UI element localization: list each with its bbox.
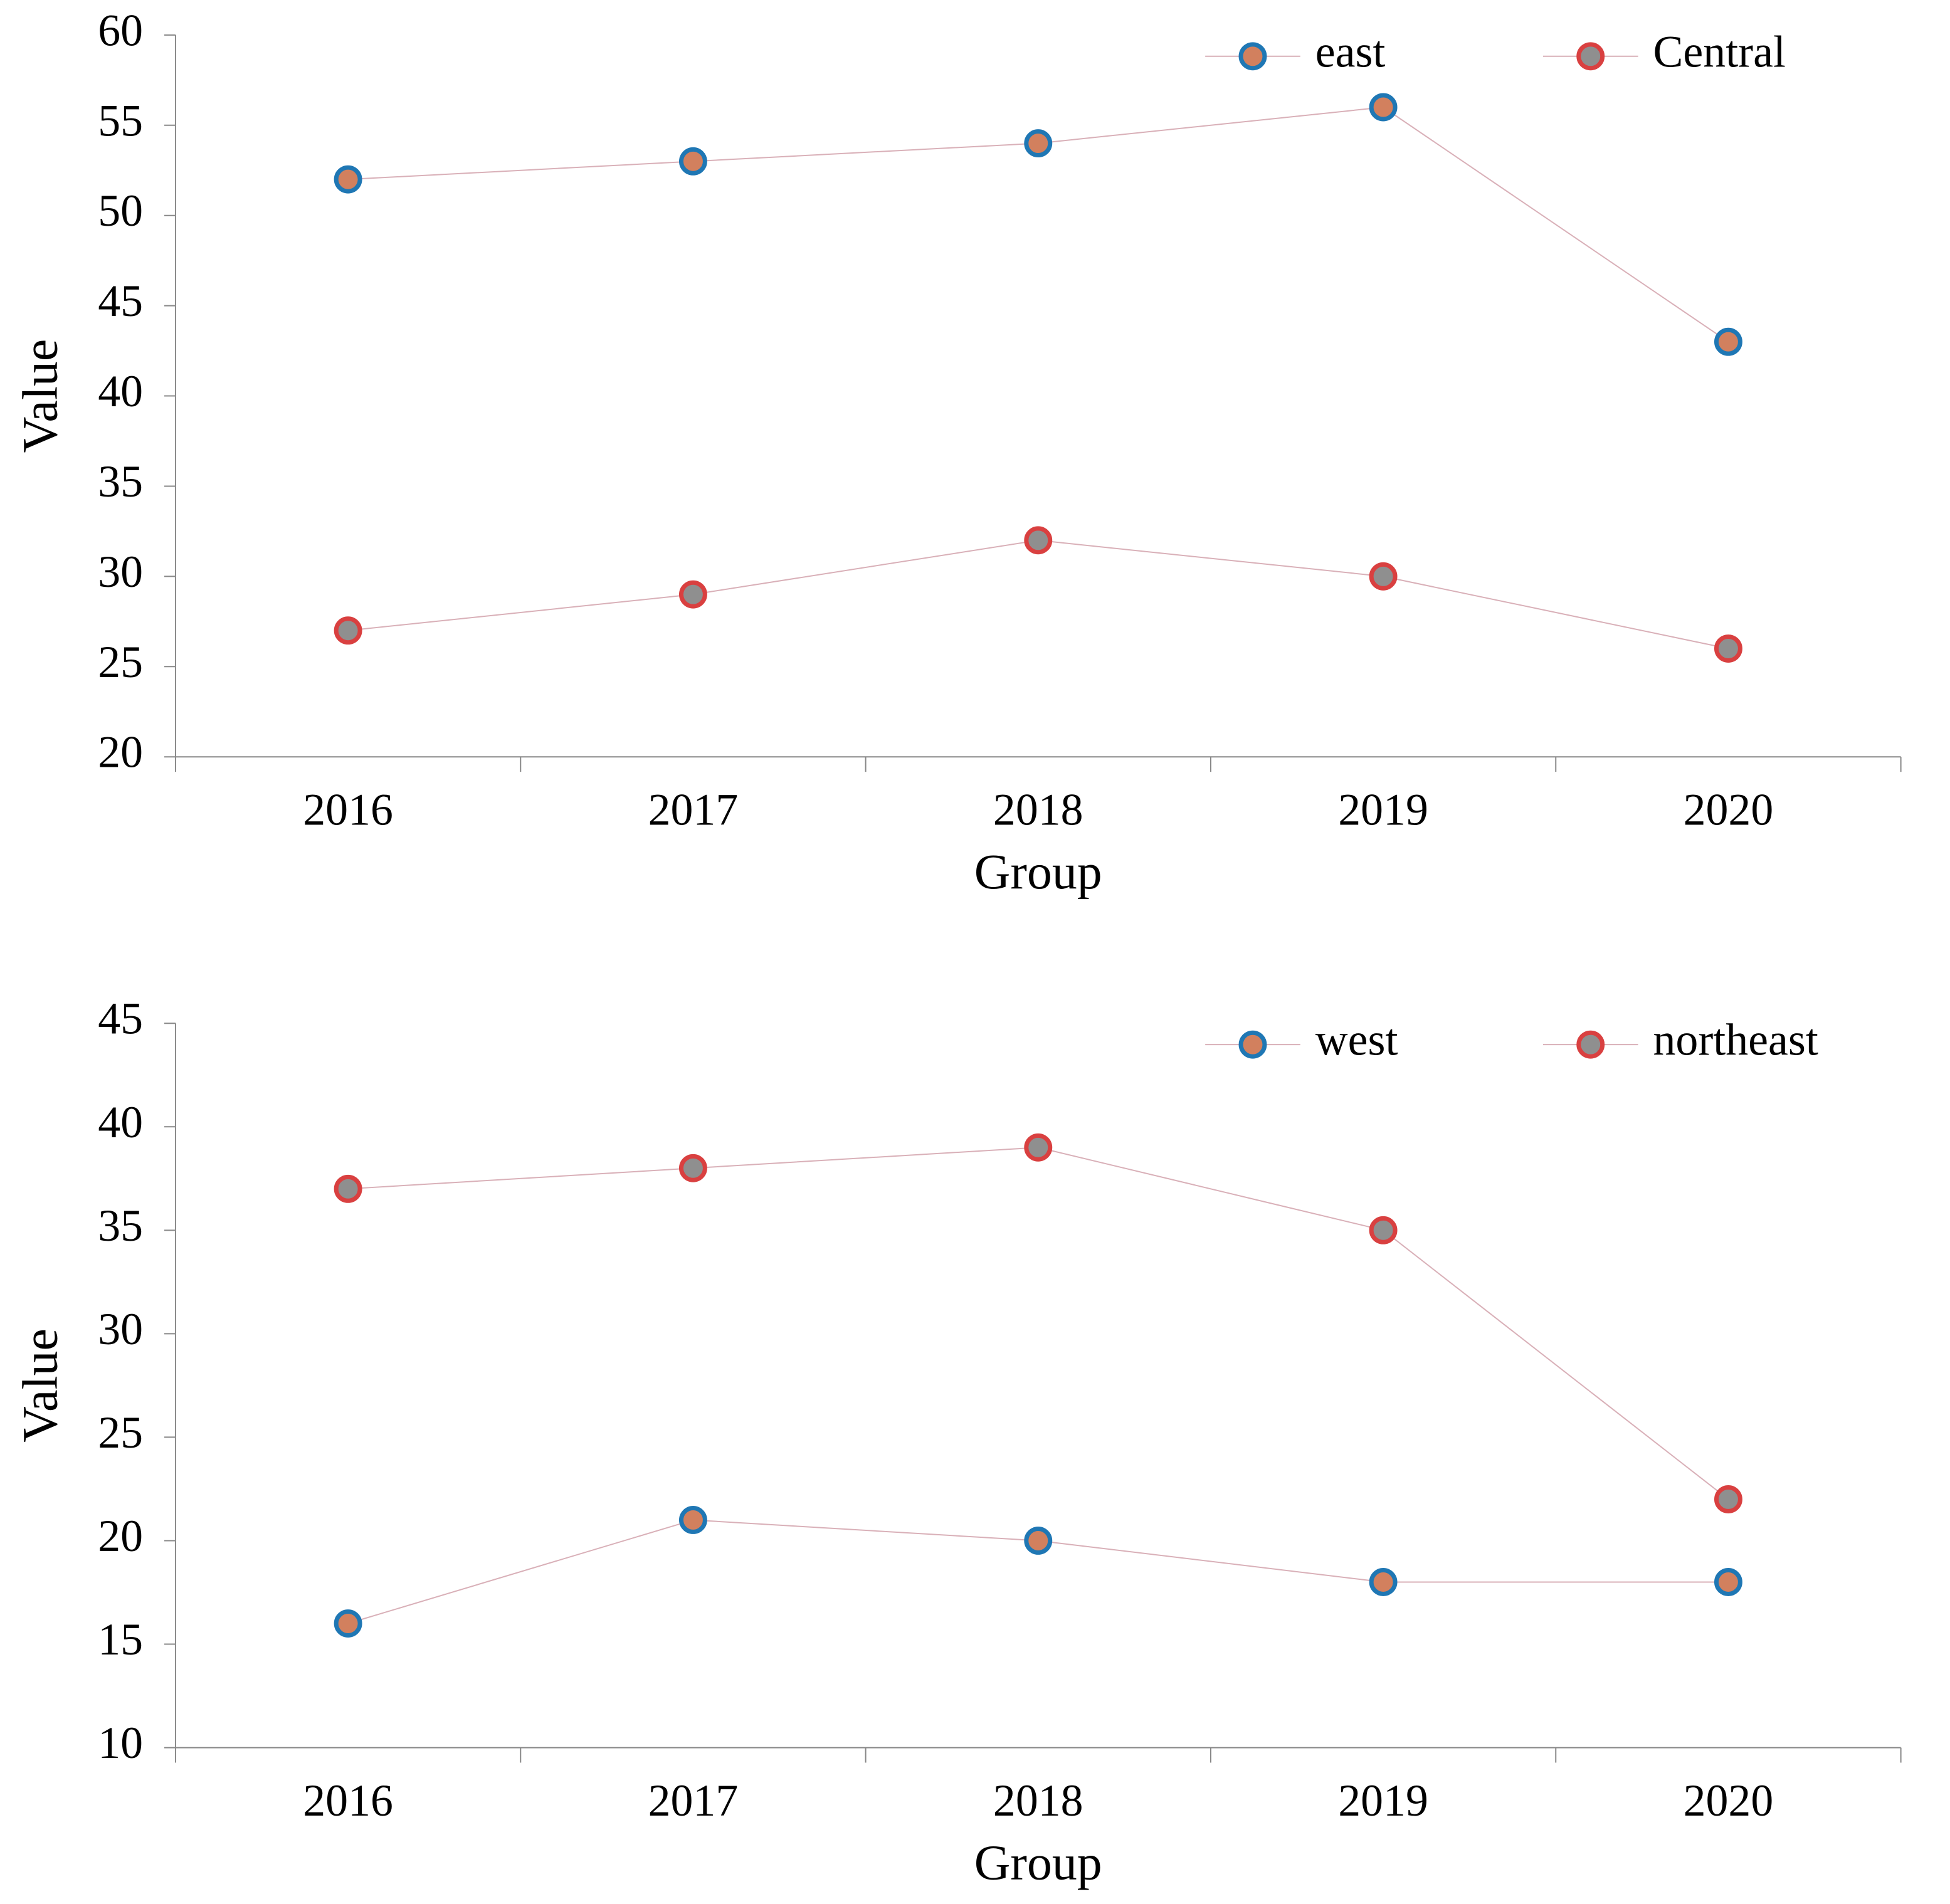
y-axis-label: Value: [13, 339, 68, 453]
legend-label: northeast: [1653, 1015, 1818, 1065]
y-tick-label: 25: [98, 637, 143, 687]
marker: [1024, 526, 1053, 555]
marker: [1714, 1568, 1742, 1596]
marker: [1714, 1485, 1742, 1513]
y-tick-label: 10: [98, 1718, 143, 1768]
y-tick-label: 60: [98, 5, 143, 55]
marker: [1369, 1216, 1398, 1244]
y-tick-label: 30: [98, 1304, 143, 1354]
y-tick-label: 50: [98, 186, 143, 236]
legend-marker: [1238, 1030, 1267, 1059]
y-axis-label: Value: [13, 1328, 68, 1443]
x-tick-label: 2019: [1338, 1775, 1428, 1826]
y-tick-label: 15: [98, 1614, 143, 1665]
marker: [1024, 1133, 1053, 1162]
marker: [334, 165, 362, 194]
y-tick-label: 40: [98, 366, 143, 416]
series-line: [348, 1147, 1729, 1500]
y-tick-label: 40: [98, 1097, 143, 1147]
x-tick-label: 2018: [993, 1775, 1083, 1826]
marker: [678, 1506, 707, 1534]
x-tick-label: 2016: [303, 1775, 393, 1826]
x-axis-label: Group: [974, 844, 1102, 900]
x-tick-label: 2017: [648, 1775, 739, 1826]
marker: [334, 1609, 362, 1638]
legend-label: east: [1315, 26, 1386, 76]
y-tick-label: 55: [98, 95, 143, 145]
y-tick-label: 35: [98, 456, 143, 507]
y-tick-label: 45: [98, 276, 143, 326]
marker: [1024, 129, 1053, 158]
marker: [1369, 562, 1398, 591]
legend-marker: [1576, 42, 1605, 71]
x-tick-label: 2019: [1338, 784, 1428, 834]
y-tick-label: 35: [98, 1201, 143, 1251]
x-tick-label: 2020: [1684, 1775, 1774, 1826]
marker: [1714, 634, 1742, 663]
legend-label: Central: [1653, 26, 1786, 76]
marker: [678, 580, 707, 609]
marker: [334, 616, 362, 645]
legend-marker: [1576, 1030, 1605, 1059]
marker: [1024, 1527, 1053, 1555]
x-tick-label: 2018: [993, 784, 1083, 834]
series-line: [348, 539, 1729, 650]
x-tick-label: 2016: [303, 784, 393, 834]
x-tick-label: 2017: [648, 784, 739, 834]
legend-label: west: [1315, 1015, 1398, 1065]
y-tick-label: 20: [98, 1511, 143, 1561]
marker: [678, 1154, 707, 1182]
legend-marker: [1238, 42, 1267, 71]
y-tick-label: 30: [98, 547, 143, 597]
y-tick-label: 25: [98, 1407, 143, 1458]
marker: [678, 147, 707, 176]
x-axis-label: Group: [974, 1835, 1102, 1890]
x-tick-label: 2020: [1684, 784, 1774, 834]
marker: [1369, 93, 1398, 122]
marker: [1714, 327, 1742, 356]
y-tick-label: 20: [98, 727, 143, 777]
y-tick-label: 45: [98, 994, 143, 1044]
marker: [1369, 1568, 1398, 1596]
marker: [334, 1174, 362, 1203]
